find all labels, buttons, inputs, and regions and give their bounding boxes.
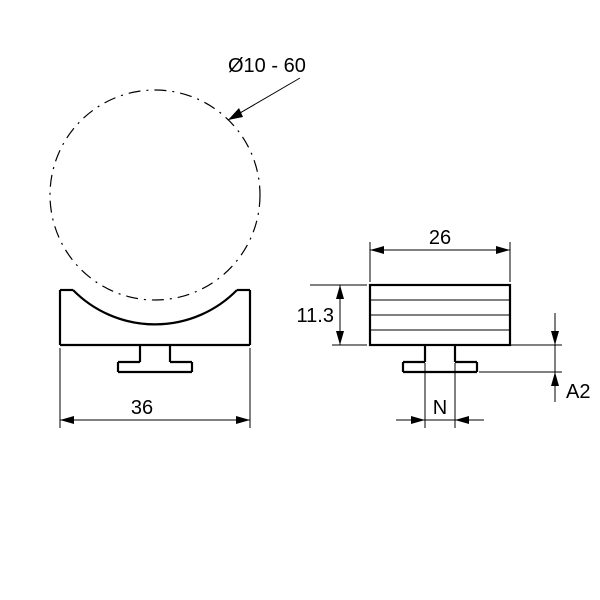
dim-left-base-width-value: 36 xyxy=(131,397,153,419)
dim-left-base-width: 36 xyxy=(60,348,250,428)
technical-drawing: Ø10 - 60 36 xyxy=(0,0,600,600)
dim-right-body-height: 11.3 xyxy=(297,285,367,345)
cable-range-circle xyxy=(50,90,260,300)
left-cradle xyxy=(60,290,250,372)
diameter-callout: Ø10 - 60 xyxy=(228,55,306,120)
dim-right-top-width: 26 xyxy=(370,227,510,282)
dim-right-foot-height: A2 xyxy=(479,313,590,403)
dim-right-body-height-value: 11.3 xyxy=(297,305,334,327)
dim-right-foot-height-value: A2 xyxy=(566,381,590,403)
diameter-label: Ø10 - 60 xyxy=(228,55,306,77)
right-body xyxy=(370,285,510,372)
dim-right-foot-width-value: N xyxy=(433,397,447,419)
dim-right-top-width-value: 26 xyxy=(429,227,451,249)
